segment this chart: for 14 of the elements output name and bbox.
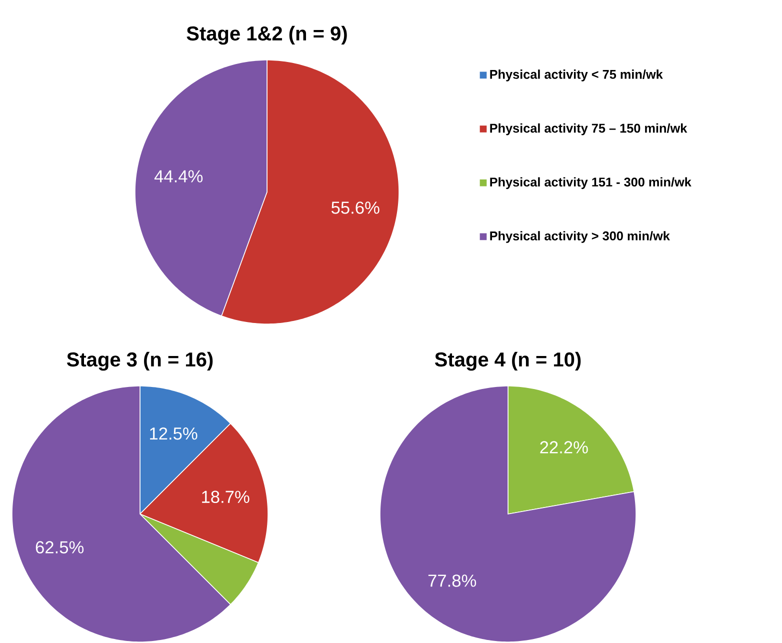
data-label: 62.5% (36, 541, 84, 554)
legend-label: Physical activity 75 – 150 min/wk (490, 123, 688, 136)
data-label: 12.5% (150, 427, 198, 440)
data-label: 55.6% (331, 202, 380, 214)
chart-title: Stage 4 (n = 10) (434, 352, 581, 371)
data-label: 18.7% (202, 490, 250, 504)
data-label: 44.4% (154, 170, 203, 182)
legend-label: Physical activity 151 - 300 min/wk (490, 177, 692, 190)
legend-label: Physical activity < 75 min/wk (490, 70, 663, 82)
legend-label: Physical activity > 300 min/wk (490, 231, 670, 243)
data-label: 77.8% (428, 574, 476, 587)
data-label: 22.2% (540, 441, 588, 454)
chart-title: Stage 1&2 (n = 9) (186, 26, 347, 45)
chart-title: Stage 3 (n = 16) (66, 352, 213, 371)
